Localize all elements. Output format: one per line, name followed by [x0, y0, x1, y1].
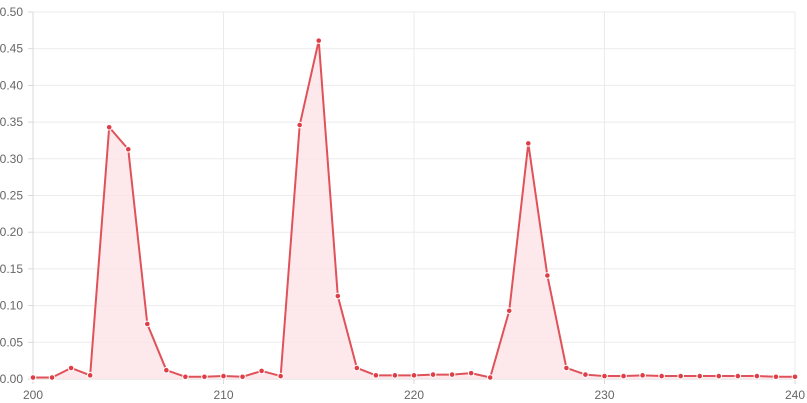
y-tick-label: 0.00 — [0, 372, 23, 386]
y-tick-label: 0.35 — [0, 115, 23, 129]
data-point[interactable] — [791, 373, 799, 381]
data-point[interactable] — [144, 320, 151, 328]
data-point[interactable] — [105, 123, 113, 131]
data-point[interactable] — [29, 374, 37, 381]
data-point[interactable] — [277, 372, 284, 380]
data-point[interactable] — [315, 37, 323, 44]
data-point[interactable] — [525, 140, 532, 147]
x-axis: 200 210 220 230 240 — [23, 378, 805, 402]
data-point[interactable] — [772, 373, 780, 381]
data-point[interactable] — [544, 272, 551, 279]
data-point[interactable] — [715, 372, 723, 380]
y-tick-label: 0.15 — [0, 262, 23, 276]
data-point[interactable] — [467, 369, 475, 377]
data-point[interactable] — [429, 371, 437, 378]
y-tick-label: 0.30 — [0, 152, 23, 166]
data-point[interactable] — [410, 372, 418, 379]
x-tick-label: 200 — [23, 388, 43, 402]
data-point[interactable] — [582, 371, 589, 378]
y-tick-label: 0.45 — [0, 42, 23, 56]
y-tick-label: 0.40 — [0, 78, 23, 92]
y-tick-label: 0.05 — [0, 335, 23, 349]
data-point[interactable] — [124, 145, 132, 153]
data-point[interactable] — [505, 307, 513, 315]
data-point[interactable] — [220, 372, 227, 380]
x-tick-label: 210 — [213, 388, 233, 402]
series-area-fill — [33, 40, 795, 379]
y-axis: 0.00 0.05 0.10 0.15 0.20 0.25 0.30 0.35 0.40 0.45… — [0, 5, 34, 386]
y-tick-label: 0.20 — [0, 225, 23, 239]
data-point[interactable] — [448, 371, 456, 378]
data-point[interactable] — [296, 121, 304, 129]
y-tick-label: 0.25 — [0, 189, 23, 203]
data-point[interactable] — [486, 374, 494, 381]
y-tick-label: 0.50 — [0, 5, 23, 19]
data-points — [29, 37, 799, 381]
data-point[interactable] — [391, 372, 399, 379]
data-point[interactable] — [67, 364, 75, 372]
data-point[interactable] — [696, 372, 704, 380]
data-point[interactable] — [353, 364, 361, 372]
data-point[interactable] — [677, 372, 685, 380]
data-point[interactable] — [620, 372, 627, 380]
data-point[interactable] — [239, 373, 246, 381]
data-point[interactable] — [163, 366, 170, 374]
data-point[interactable] — [86, 372, 94, 379]
data-point[interactable] — [48, 374, 56, 381]
data-point[interactable] — [601, 372, 608, 380]
data-point[interactable] — [182, 373, 189, 381]
data-point[interactable] — [658, 372, 665, 380]
data-point[interactable] — [334, 292, 342, 300]
y-tick-label: 0.10 — [0, 299, 23, 313]
data-point[interactable] — [734, 372, 742, 380]
data-point[interactable] — [372, 372, 380, 379]
data-point[interactable] — [563, 364, 570, 372]
x-tick-label: 220 — [404, 388, 424, 402]
data-point[interactable] — [753, 372, 761, 380]
data-point[interactable] — [201, 373, 208, 381]
data-point[interactable] — [639, 372, 646, 379]
data-point[interactable] — [258, 367, 265, 375]
x-tick-label: 230 — [594, 388, 614, 402]
x-tick-label: 240 — [785, 388, 805, 402]
